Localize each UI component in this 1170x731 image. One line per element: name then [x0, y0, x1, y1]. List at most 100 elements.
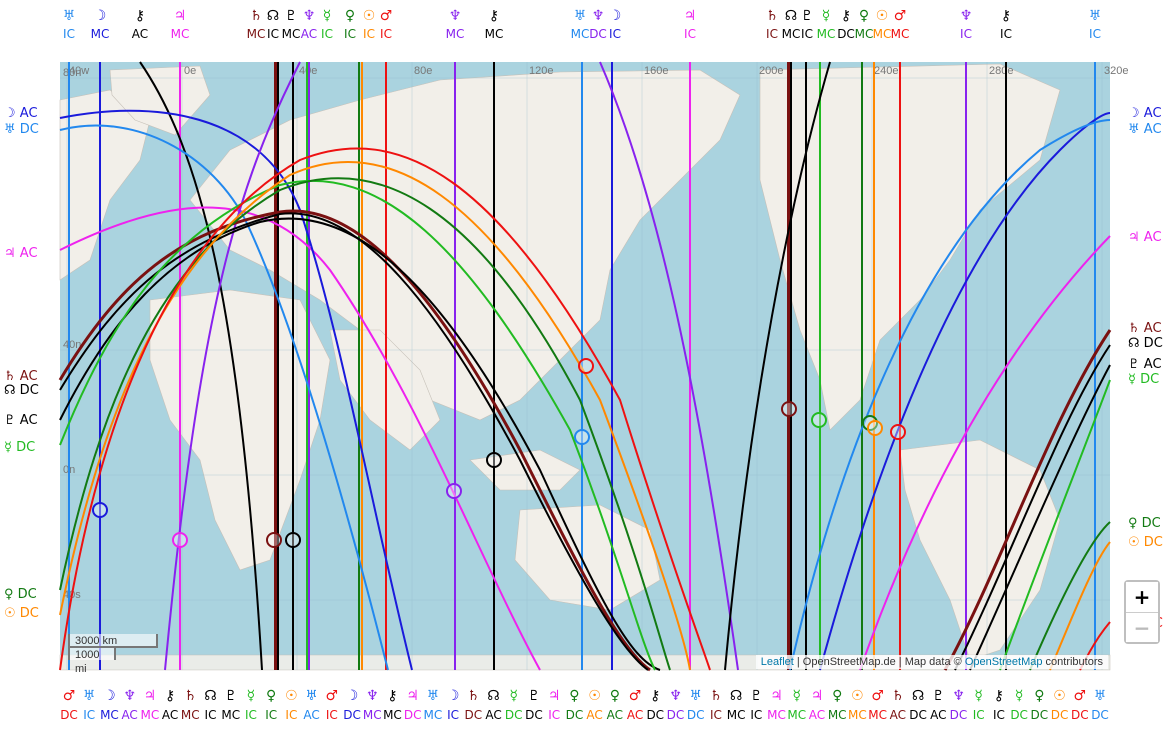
lon-label: 120e [529, 65, 553, 77]
bottom-label-code: DC [566, 708, 584, 722]
top-label-code: IC [1000, 27, 1012, 41]
bottom-label-glyph: ☿ [1015, 688, 1024, 704]
top-label-code: AC [301, 27, 317, 41]
bottom-label-glyph: ☽ [346, 688, 359, 704]
top-label-code: IC [344, 27, 356, 41]
chiron-marker[interactable] [486, 452, 502, 468]
bottom-labels: ♂ DC ♅ IC ☽ MC ♆ AC ♃ MC ⚷ AC ♄ MC ☊ IC ♇ MC ☿ IC ♀ IC ☉ IC ♅ AC ♂… [60, 688, 1109, 722]
bottom-label-code: IC [326, 708, 338, 722]
sun-curve [59, 160, 691, 671]
jupiter-curve [859, 235, 1111, 671]
attribution-sep: | [793, 656, 803, 668]
lat-label: 40n [63, 339, 81, 351]
uranus-curve [789, 119, 1111, 671]
top-label-glyph: ♀ [345, 8, 355, 24]
lon-label: 0e [184, 65, 196, 77]
bottom-label-code: DC [60, 708, 78, 722]
bottom-label-code: IC [245, 708, 257, 722]
leaflet-link[interactable]: Leaflet [760, 656, 794, 668]
bottom-label-code: DC [1091, 708, 1109, 722]
bottom-label-glyph: ♄ [710, 688, 723, 704]
mars-marker[interactable] [890, 424, 906, 440]
bottom-label-glyph: ☉ [851, 688, 864, 704]
bottom-label-glyph: ♂ [629, 688, 642, 704]
bottom-label-code: MC [140, 708, 159, 722]
zoom-out-button[interactable]: − [1126, 612, 1158, 642]
jupiter-curve [59, 206, 541, 671]
top-label-glyph: ♇ [801, 8, 814, 24]
top-label-code: MC [891, 27, 910, 41]
saturn-marker[interactable] [781, 401, 797, 417]
right-label: ♃ AC [1128, 230, 1162, 245]
sun-marker[interactable] [867, 420, 883, 436]
top-label-code: IC [684, 27, 696, 41]
sun-curve [1049, 541, 1111, 671]
bottom-label-code: AC [586, 708, 602, 722]
top-label-glyph: ☊ [267, 8, 279, 24]
top-label-glyph: ♂ [894, 8, 907, 24]
bottom-label-glyph: ☉ [285, 688, 298, 704]
bottom-label-code: AC [890, 708, 906, 722]
top-label-glyph: ⚷ [489, 8, 499, 24]
bottom-label-code: DC [1051, 708, 1069, 722]
left-label: ♃ AC [4, 246, 38, 261]
bottom-label-code: IC [548, 708, 560, 722]
top-label-glyph: ☽ [94, 8, 107, 24]
bottom-label-code: DC [505, 708, 523, 722]
bottom-label-glyph: ♇ [224, 688, 237, 704]
top-label-code: IC [1089, 27, 1101, 41]
bottom-label-code: DC [404, 708, 422, 722]
bottom-label-glyph: ☽ [103, 688, 116, 704]
planetary-lines [58, 61, 1112, 672]
top-label-code: IC [766, 27, 778, 41]
top-label-code: IC [321, 27, 333, 41]
top-label-glyph: ♆ [449, 8, 462, 24]
bottom-label-glyph: ♃ [770, 688, 783, 704]
bottom-label-code: DC [1010, 708, 1028, 722]
marker-layer[interactable] [92, 358, 906, 548]
attribution-mapdata: | Map data © [895, 656, 965, 668]
jupiter-marker[interactable] [172, 532, 188, 548]
top-label-glyph: ☿ [822, 8, 831, 24]
bottom-label-code: DC [525, 708, 543, 722]
neptune-marker[interactable] [446, 483, 462, 499]
lon-label: 240e [874, 65, 898, 77]
bottom-label-glyph: ♂ [871, 688, 884, 704]
saturn-marker[interactable] [266, 532, 282, 548]
lat-label: 80n [63, 67, 81, 79]
left-label: ♀ DC [4, 587, 37, 602]
bottom-label-glyph: ♅ [83, 688, 96, 704]
bottom-label-glyph: ♅ [1094, 688, 1107, 704]
top-label-code: IC [380, 27, 392, 41]
bottom-label-code: MC [727, 708, 746, 722]
bottom-label-code: AC [121, 708, 137, 722]
bottom-label-code: IC [993, 708, 1005, 722]
bottom-label-code: AC [485, 708, 501, 722]
top-labels: ♅IC☽MC⚷AC♃MC♄MC☊IC♇MC♆AC☿IC♀IC☉IC♂IC♆MC⚷… [63, 8, 1102, 41]
mars-marker[interactable] [578, 358, 594, 374]
bottom-label-glyph: ♇ [528, 688, 541, 704]
bottom-label-glyph: ☉ [1053, 688, 1066, 704]
top-label-glyph: ⚷ [135, 8, 145, 24]
venus-curve [1029, 521, 1111, 671]
left-label: ♅ DC [4, 122, 39, 137]
top-label-code: MC [171, 27, 190, 41]
node-marker[interactable] [285, 532, 301, 548]
lon-label: 200e [759, 65, 783, 77]
top-label-glyph: ♂ [380, 8, 393, 24]
top-label-glyph: ♃ [684, 8, 697, 24]
mars-curve [59, 147, 711, 671]
chiron-curve [139, 61, 263, 671]
osm-link[interactable]: OpenStreetMap [964, 656, 1043, 668]
zoom-in-button[interactable]: + [1126, 582, 1158, 612]
uranus-marker[interactable] [574, 429, 590, 445]
bottom-label-code: MC [100, 708, 119, 722]
uranus-curve [59, 124, 389, 671]
moon-marker[interactable] [92, 502, 108, 518]
mercury-marker[interactable] [811, 412, 827, 428]
bottom-label-glyph: ☊ [204, 688, 216, 704]
top-label-code: MC [782, 27, 801, 41]
top-label-glyph: ☉ [876, 8, 889, 24]
bottom-label-glyph: ♀ [832, 688, 842, 704]
